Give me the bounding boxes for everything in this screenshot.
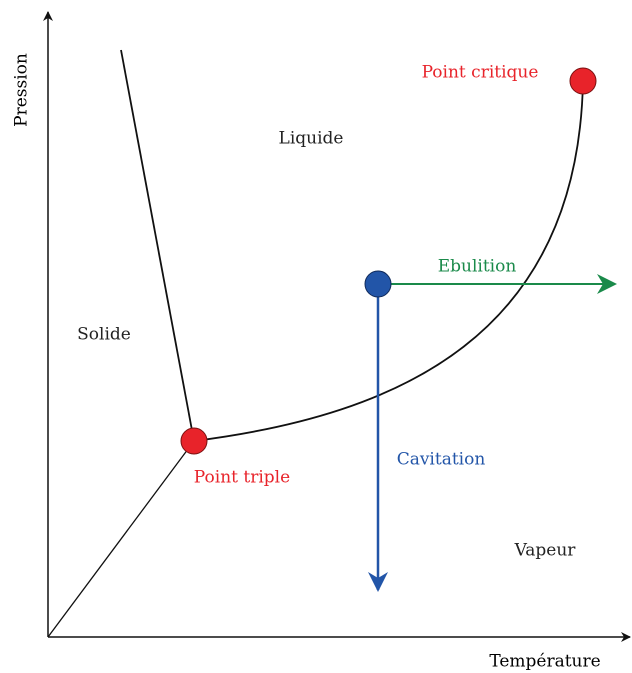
solid-label: Solide <box>77 325 131 345</box>
sublimation-curve <box>47 440 195 638</box>
cavitation-label: Cavitation <box>397 450 486 470</box>
state-point <box>364 270 392 298</box>
boiling-label: Ebulition <box>438 257 517 277</box>
liquid-label: Liquide <box>279 129 344 149</box>
vapor-label: Vapeur <box>514 541 577 561</box>
triple-point <box>180 427 208 455</box>
vaporization-curve <box>193 80 584 442</box>
critical-point-label: Point critique <box>422 63 539 83</box>
fusion-curve <box>120 49 195 442</box>
critical-point <box>569 67 597 95</box>
x-axis-label: Température <box>489 652 600 672</box>
triple-point-label: Point triple <box>194 468 290 488</box>
y-axis-label: Pression <box>12 53 32 127</box>
